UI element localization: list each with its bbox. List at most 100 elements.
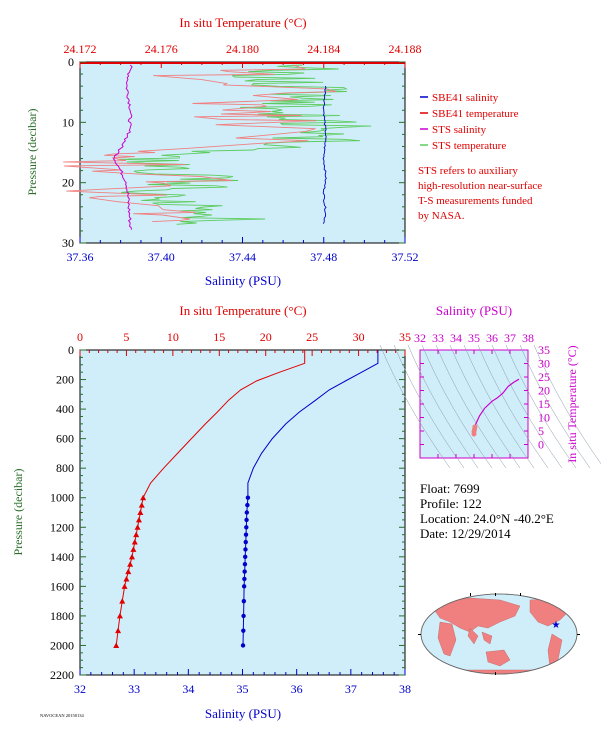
ts-contour-line <box>463 344 535 469</box>
main-salinity-marker <box>241 598 247 604</box>
main-temperature-marker <box>137 509 144 515</box>
main-temperature-marker <box>127 561 134 567</box>
main-pressure-tick-label: 600 <box>56 432 74 446</box>
main-salinity-marker <box>244 525 249 530</box>
date: Date: 12/29/2014 <box>420 526 511 541</box>
main-panel-series <box>113 350 379 648</box>
ts-temp-tick-label: 5 <box>538 424 544 438</box>
main-sbe41-salinity-series <box>242 350 379 646</box>
main-salinity-marker <box>241 584 247 589</box>
top-pressure-tick-label: 10 <box>62 115 74 129</box>
ts-temp-tick-label: 25 <box>538 370 550 384</box>
main-pressure-tick-label: 400 <box>56 402 74 416</box>
ts-contour-line <box>533 344 601 465</box>
top-temp-tick-label: 24.184 <box>307 42 340 56</box>
main-pressure-tick-label: 800 <box>56 461 74 475</box>
top-sal-tick-label: 37.48 <box>310 250 337 264</box>
legend-label-sts-salinity: STS salinity <box>432 124 487 136</box>
world-map: ★ <box>418 593 580 675</box>
top-panel-axes: 37.36 37.40 37.44 37.48 37.52 24.172 24.176 24.… <box>62 42 422 264</box>
legend-note-line-2: high-resolution near-surface <box>418 180 542 192</box>
main-pressure-tick-label: 1400 <box>50 550 74 564</box>
main-panel-axes: 32 33 34 35 36 37 38 0 5 10 15 20 25 30 35 0 200 400 600 80… <box>50 330 411 696</box>
ts-contour-line <box>407 344 479 469</box>
main-salinity-marker <box>245 502 250 508</box>
main-temp-axis-label: In situ Temperature (°C) <box>179 303 306 318</box>
float-location-marker: ★ <box>552 620 561 631</box>
ts-contour-line <box>393 344 465 469</box>
main-salinity-marker <box>243 554 248 560</box>
profile-number: Profile: 122 <box>420 496 482 511</box>
main-temperature-marker <box>119 598 126 604</box>
ts-panel-series <box>471 378 520 437</box>
main-sal-tick-label: 37 <box>345 682 357 696</box>
ts-sal-axis-label: Salinity (PSU) <box>436 303 512 318</box>
main-temp-tick-label: 30 <box>353 330 365 344</box>
legend-label-sbe41-temperature: SBE41 temperature <box>432 108 519 120</box>
top-sbe41-salinity-series <box>322 85 327 224</box>
top-pressure-axis-label: Pressure (decibar) <box>25 109 39 196</box>
ts-sal-tick-label: 37 <box>504 331 516 345</box>
main-pressure-tick-label: 1800 <box>50 609 74 623</box>
main-pressure-axis-label: Pressure (decibar) <box>11 469 25 556</box>
main-temperature-marker <box>115 627 122 634</box>
legend: SBE41 salinity SBE41 temperature STS sal… <box>418 92 542 222</box>
main-sal-tick-label: 36 <box>291 682 303 696</box>
ts-temp-tick-label: 0 <box>538 438 544 452</box>
main-pressure-tick-label: 2000 <box>50 638 74 652</box>
legend-note-line-1: STS refers to auxiliary <box>418 165 518 177</box>
ts-sal-tick-label: 38 <box>522 331 534 345</box>
footer-id: NAVOCEAN 20150134 <box>40 713 85 718</box>
main-temp-tick-label: 5 <box>123 330 129 344</box>
top-pressure-tick-label: 20 <box>62 176 74 190</box>
main-salinity-marker <box>242 576 247 582</box>
ts-sal-tick-label: 34 <box>450 331 462 345</box>
top-temp-tick-label: 24.180 <box>226 42 259 56</box>
top-sts-temperature-series-alt <box>63 64 337 223</box>
world-map-ticks <box>418 593 580 675</box>
main-pressure-tick-label: 1600 <box>50 579 74 593</box>
top-sal-tick-label: 37.44 <box>229 250 256 264</box>
ts-temp-tick-label: 10 <box>538 411 550 425</box>
main-pressure-tick-label: 1000 <box>50 491 74 505</box>
top-panel: 37.36 37.40 37.44 37.48 37.52 24.172 24.176 24.… <box>25 15 422 288</box>
main-temp-tick-label: 25 <box>306 330 318 344</box>
main-salinity-marker <box>242 562 248 567</box>
main-salinity-marker <box>243 547 248 552</box>
float-id: Float: 7699 <box>420 481 480 496</box>
main-temperature-marker <box>121 583 128 589</box>
top-temp-tick-label: 24.188 <box>389 42 422 56</box>
ts-temp-tick-label: 35 <box>538 343 550 357</box>
main-temperature-marker <box>133 531 140 538</box>
float-info: Float: 7699 Profile: 122 Location: 24.0°… <box>420 481 554 541</box>
main-panel-plot-area <box>79 349 406 676</box>
main-sal-tick-label: 38 <box>399 682 411 696</box>
top-sts-salinity-series <box>113 64 133 230</box>
main-salinity-marker <box>241 628 246 633</box>
ts-contour-line <box>477 344 549 469</box>
legend-note-line-3: T-S measurements funded <box>418 195 533 207</box>
main-pressure-tick-label: 200 <box>56 373 74 387</box>
ts-sal-tick-label: 35 <box>468 331 480 345</box>
top-temp-axis-label: In situ Temperature (°C) <box>179 15 306 30</box>
main-salinity-marker <box>243 532 249 537</box>
top-temp-tick-label: 24.172 <box>64 42 97 56</box>
main-pressure-tick-label: 1200 <box>50 520 74 534</box>
main-temperature-marker <box>135 516 142 523</box>
ts-profile-marker <box>472 424 478 430</box>
ts-sal-tick-label: 32 <box>414 331 426 345</box>
ts-temp-tick-label: 30 <box>538 357 550 371</box>
ts-sal-tick-label: 36 <box>486 331 498 345</box>
main-salinity-marker <box>245 495 251 500</box>
main-pressure-tick-label: 2200 <box>50 668 74 682</box>
ts-temp-tick-label: 15 <box>538 397 550 411</box>
top-pressure-tick-label: 30 <box>62 236 74 250</box>
ts-temp-axis-label: In situ Temperature (°C) <box>565 345 579 462</box>
main-sal-tick-label: 33 <box>128 682 140 696</box>
main-panel: 32 33 34 35 36 37 38 0 5 10 15 20 25 30 35 0 200 400 600 80… <box>11 303 411 721</box>
main-temp-tick-label: 0 <box>77 330 83 344</box>
main-temp-tick-label: 10 <box>167 330 179 344</box>
